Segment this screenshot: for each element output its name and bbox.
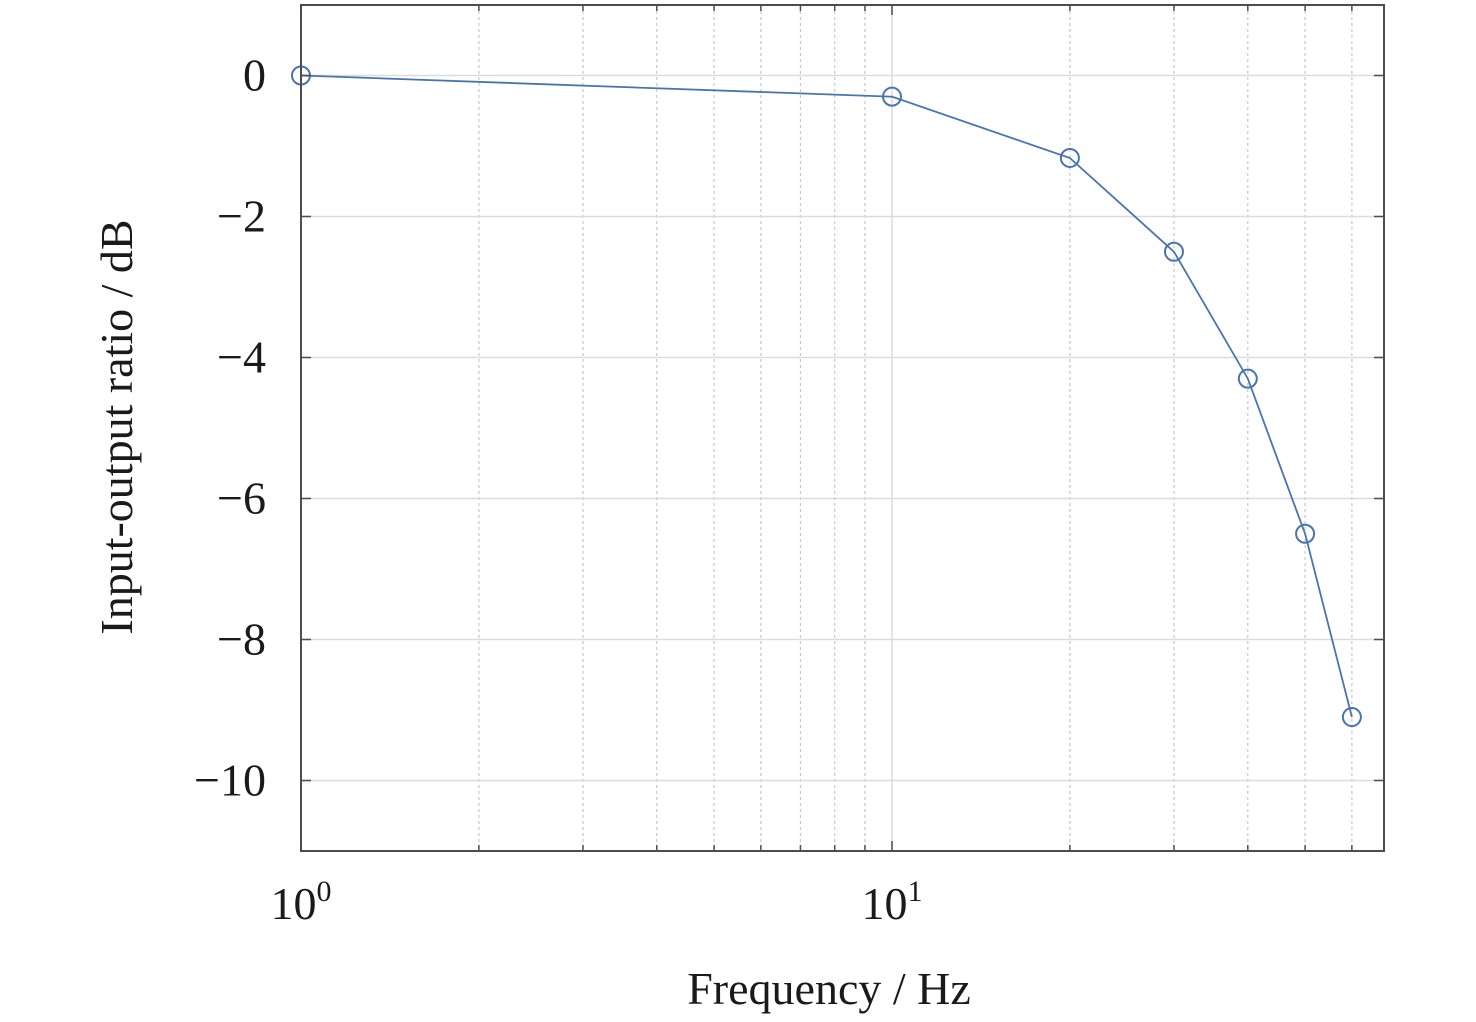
x-axis-label: Frequency / Hz bbox=[687, 963, 971, 1014]
y-tick-labels: 0 −2 −4 −6 −8 −10 bbox=[194, 50, 266, 806]
y-tick-label: −10 bbox=[194, 755, 266, 806]
y-tick-label: −6 bbox=[217, 473, 266, 524]
x-tick-label: 101 bbox=[861, 875, 922, 929]
grid bbox=[300, 5, 1384, 851]
data-point-marker bbox=[881, 86, 902, 107]
data-point-marker bbox=[1059, 147, 1080, 168]
data-point-marker bbox=[1341, 707, 1362, 728]
x-tick-label: 100 bbox=[271, 875, 332, 929]
data-point-marker bbox=[1163, 241, 1184, 262]
y-axis-label: Input-output ratio / dB bbox=[91, 219, 142, 634]
y-tick-label: −8 bbox=[217, 614, 266, 665]
y-tick-label: −4 bbox=[217, 332, 266, 383]
data-point-marker bbox=[1237, 368, 1258, 389]
y-tick-label: 0 bbox=[243, 50, 266, 101]
y-tick-label: −2 bbox=[217, 191, 266, 242]
series-line bbox=[300, 74, 1353, 718]
plot-area bbox=[301, 5, 1384, 851]
x-tick-labels: 100 101 bbox=[271, 875, 923, 929]
axis-ticks bbox=[300, 5, 1384, 851]
plot-frame bbox=[300, 4, 1385, 852]
data-point-marker bbox=[1295, 523, 1316, 544]
